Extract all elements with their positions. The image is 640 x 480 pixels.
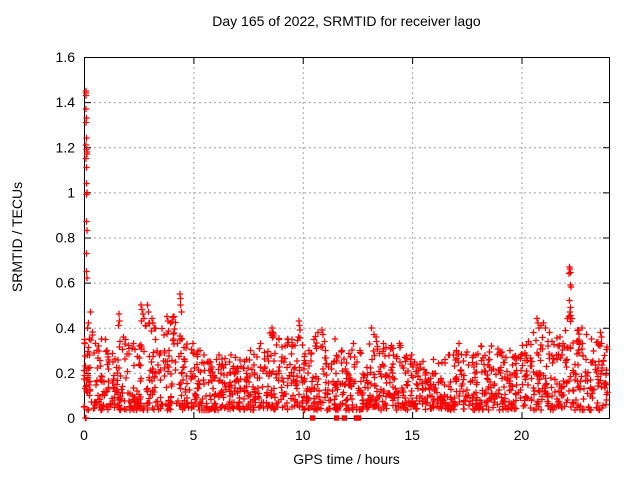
y-tick-label: 0 [67,410,75,426]
y-tick-label: 0.2 [56,365,76,381]
y-tick-label: 1.4 [56,94,76,110]
y-tick-label: 1.6 [56,49,76,65]
y-tick-label: 1.2 [56,139,76,155]
zero-value-marker [309,415,316,421]
chart-title: Day 165 of 2022, SRMTID for receiver lag… [212,13,481,29]
y-tick-label: 0.6 [56,275,76,291]
zero-value-marker [341,415,348,421]
zero-value-marker [355,415,362,421]
y-tick-label: 0.8 [56,230,76,246]
scatter-points [80,87,611,422]
zero-value-marker [333,415,340,421]
y-tick-label: 0.4 [56,320,76,336]
y-tick-label: 1 [67,184,75,200]
x-axis-label: GPS time / hours [293,451,400,467]
grid-lines [84,57,609,418]
x-tick-label: 15 [404,427,420,443]
x-tick-label: 20 [514,427,530,443]
x-tick-label: 0 [80,427,88,443]
x-tick-label: 5 [189,427,197,443]
x-tick-label: 10 [295,427,311,443]
